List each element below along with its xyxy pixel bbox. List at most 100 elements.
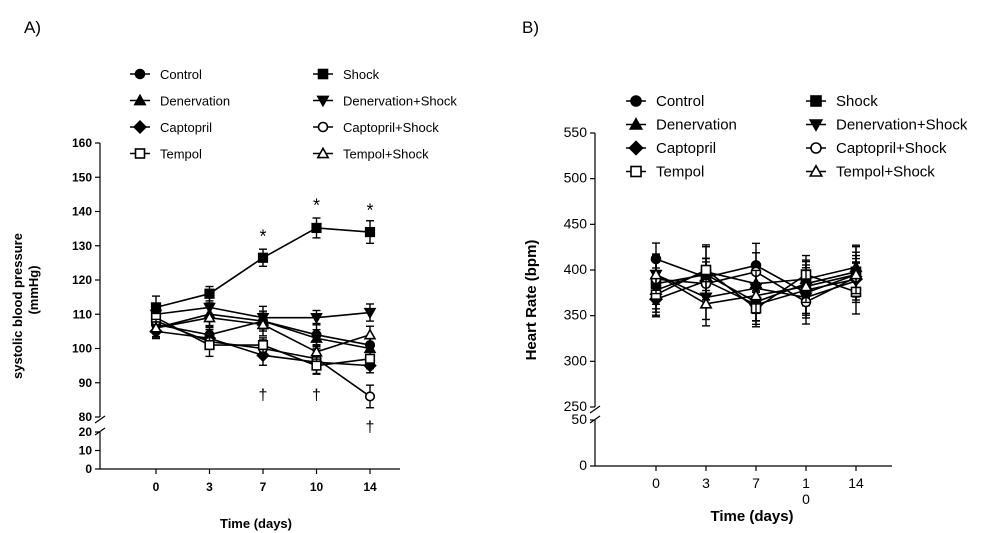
legend-item: Tempol: [130, 147, 202, 162]
x-tick-label: 14: [363, 480, 377, 494]
legend-item: Denervation: [130, 94, 230, 109]
x-tick-label: 7: [752, 475, 760, 491]
y-tick-label: 550: [564, 124, 588, 140]
legend-marker: [133, 93, 147, 106]
legend-marker: [317, 68, 329, 80]
significance-star: *: [259, 226, 266, 246]
x-tick-label: 3: [206, 480, 213, 494]
legend-item: Captopril+Shock: [806, 140, 947, 157]
legend-label: Denervation+Shock: [836, 117, 968, 134]
data-point: [363, 328, 377, 340]
y-tick-label: 90: [79, 376, 93, 390]
legend-item: Tempol+Shock: [313, 147, 429, 162]
panel-label: A): [24, 18, 41, 37]
x-tick-label: 0: [153, 480, 160, 494]
data-point: [364, 353, 376, 364]
legend-label: Shock: [836, 93, 878, 110]
legend-label: Tempol+Shock: [343, 147, 429, 162]
legend-label: Tempol: [160, 147, 202, 162]
legend-item: Captopril+Shock: [313, 120, 439, 135]
chart-a: A) Control Denervation Captopril Tempol Shock…: [10, 18, 457, 531]
data-point: [311, 360, 322, 371]
significance-star: *: [313, 196, 320, 216]
legend-item: Shock: [806, 93, 878, 110]
y-tick-label: 500: [564, 170, 588, 186]
legend-marker: [630, 165, 642, 178]
data-point: [364, 391, 376, 402]
y-axis-title: Heart Rate (bpm): [523, 240, 540, 361]
y-tick-label: 300: [564, 352, 588, 368]
legend-marker: [316, 95, 330, 108]
data-point: [257, 252, 269, 263]
y-tick-label: 350: [564, 307, 588, 323]
y-tick-label: 50: [571, 411, 587, 427]
y-tick-label: 400: [564, 261, 588, 277]
legend-item: Tempol: [626, 164, 704, 181]
legend-label: Captopril: [160, 120, 212, 135]
legend-item: Control: [626, 93, 704, 110]
data-point: [849, 267, 863, 280]
legend-item: Denervation+Shock: [313, 94, 457, 109]
dagger-mark: †: [259, 387, 268, 404]
y-tick-label: 0: [579, 457, 587, 473]
legend-label: Denervation+Shock: [343, 94, 457, 109]
legend-marker: [133, 120, 147, 134]
legend-label: Denervation: [160, 94, 230, 109]
data-point: [310, 331, 323, 343]
legend-marker: [808, 164, 824, 177]
data-point: [257, 339, 269, 351]
x-axis-title: Time (days): [710, 508, 793, 525]
data-point: [699, 296, 713, 309]
legend-marker: [808, 119, 824, 132]
legend-marker: [630, 95, 642, 107]
legend-label: Tempol: [656, 164, 704, 181]
significance-star: *: [366, 201, 373, 221]
chart-b: B) Control Denervation Captopril Tempol Shock…: [522, 18, 968, 525]
data-point: [364, 226, 376, 238]
data-point: [204, 339, 215, 351]
legend-marker: [134, 148, 146, 159]
y-tick-label: 110: [73, 307, 93, 321]
data-point: [311, 222, 322, 234]
data-point: [149, 321, 163, 333]
y-tick-label: 450: [564, 215, 588, 231]
legend-label: Control: [656, 93, 704, 110]
series-tempol-shock: [149, 307, 377, 360]
data-point: [749, 288, 763, 301]
x-tick-label: 0: [802, 491, 810, 507]
x-tick-label: 10: [310, 480, 324, 494]
x-tick-label: 0: [652, 475, 660, 491]
legend-label: Shock: [343, 67, 380, 82]
legend-marker: [628, 117, 644, 130]
data-point: [203, 311, 216, 323]
data-point: [799, 279, 813, 292]
y-tick-label: 0: [85, 462, 92, 476]
y-tick-label: 20: [79, 425, 93, 439]
legend-marker: [134, 68, 146, 80]
x-tick-label: 14: [848, 475, 864, 491]
data-point: [310, 345, 323, 357]
legend-item: Captopril: [130, 120, 212, 135]
x-tick-label: 1: [802, 475, 810, 491]
series-tempol-shock: [649, 254, 863, 327]
legend-label: Captopril+Shock: [343, 120, 439, 135]
y-tick-label: 140: [72, 205, 92, 219]
axis-break-mark: [94, 415, 106, 424]
y-tick-label: 10: [79, 444, 93, 458]
data-point: [310, 313, 323, 325]
data-point: [256, 317, 270, 330]
y-tick-label: 80: [79, 410, 93, 424]
panel-label: B): [522, 18, 539, 37]
legend-marker: [628, 140, 644, 156]
x-tick-label: 7: [260, 480, 267, 494]
legend-label: Tempol+Shock: [836, 164, 935, 181]
legend-label: Captopril: [656, 140, 716, 157]
y-tick-label: 160: [72, 136, 92, 150]
legend-item: Tempol+Shock: [806, 164, 935, 181]
data-point: [700, 264, 712, 276]
legend-item: Denervation: [626, 117, 737, 134]
data-point: [204, 288, 215, 299]
x-tick-label: 3: [702, 475, 710, 491]
legend-item: Captopril: [626, 140, 716, 157]
